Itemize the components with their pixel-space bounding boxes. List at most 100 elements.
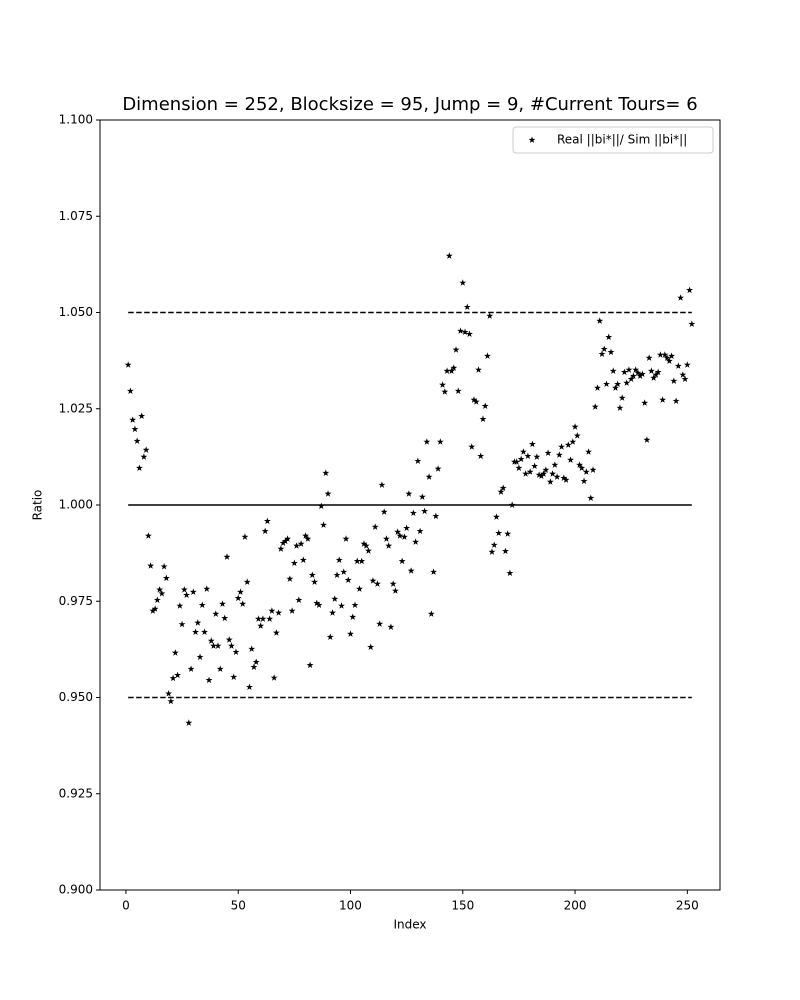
data-point (569, 438, 577, 445)
data-point (403, 524, 411, 532)
data-point (156, 586, 164, 593)
data-point (650, 374, 658, 381)
data-point (621, 368, 628, 376)
data-point (315, 601, 323, 609)
y-tick-label: 0.925 (59, 786, 93, 800)
y-tick-label: 0.975 (59, 594, 93, 608)
data-point (196, 653, 204, 660)
data-point (616, 404, 624, 411)
data-point (445, 252, 453, 259)
data-point (526, 468, 534, 475)
data-point (558, 443, 565, 450)
data-point (306, 661, 314, 669)
data-point (656, 351, 664, 358)
data-point (683, 361, 691, 368)
data-point (531, 462, 539, 470)
data-point (214, 642, 222, 649)
data-point (317, 502, 325, 510)
data-point (189, 588, 197, 595)
data-point (127, 387, 134, 394)
data-point (171, 649, 179, 656)
data-point (423, 438, 431, 445)
data-point (499, 484, 507, 491)
data-point (623, 379, 631, 386)
data-point (670, 377, 678, 384)
data-point (138, 412, 146, 419)
data-point (133, 437, 141, 444)
x-tick-label: 150 (451, 899, 474, 913)
data-point (416, 527, 424, 535)
data-point (331, 595, 339, 602)
data-point (353, 557, 361, 565)
data-point (347, 630, 354, 637)
data-point (367, 643, 375, 650)
data-point (124, 361, 132, 368)
data-point (313, 599, 321, 607)
data-point (571, 423, 579, 430)
data-point (340, 568, 348, 575)
data-point (636, 372, 644, 379)
data-point (562, 476, 570, 483)
data-point (169, 674, 177, 682)
data-point (158, 589, 166, 597)
data-point (540, 470, 548, 477)
legend-label: Real ||bi*||/ Sim ||bi*|| (557, 133, 687, 147)
data-point (481, 402, 489, 409)
data-point (654, 368, 662, 376)
data-point (607, 348, 615, 356)
data-point (479, 415, 487, 423)
data-point (661, 351, 669, 358)
data-point (432, 512, 440, 520)
data-point (439, 381, 446, 388)
data-point (252, 658, 260, 665)
data-point (387, 623, 395, 630)
data-point (279, 539, 287, 547)
data-point (290, 559, 298, 567)
data-point (153, 596, 161, 604)
data-point (506, 569, 514, 577)
data-point (383, 535, 390, 542)
data-point (502, 547, 509, 555)
data-point (448, 367, 455, 374)
data-point (549, 470, 557, 477)
data-point (344, 576, 352, 583)
data-point (284, 535, 292, 542)
data-point (371, 523, 379, 530)
data-point (255, 615, 262, 622)
data-point (326, 633, 334, 640)
data-point (365, 547, 372, 554)
data-point (618, 394, 626, 401)
data-point (221, 614, 229, 622)
data-point (263, 517, 271, 525)
data-point (596, 317, 604, 324)
data-point (504, 530, 512, 537)
chart-title: Dimension = 252, Blocksize = 95, Jump = … (122, 94, 697, 115)
data-point (378, 481, 386, 488)
data-point (672, 397, 680, 404)
data-point (425, 473, 433, 480)
data-point (241, 533, 249, 540)
x-axis-label: Index (393, 918, 426, 932)
data-point (246, 683, 253, 691)
data-point (468, 443, 476, 450)
data-point (228, 642, 235, 649)
data-point (257, 622, 265, 629)
data-point (266, 615, 274, 622)
data-point (250, 663, 258, 670)
data-point (441, 388, 449, 395)
data-point (272, 629, 280, 636)
axes-frame (99, 119, 721, 891)
data-point (192, 628, 199, 635)
data-point (270, 674, 278, 681)
data-point (643, 436, 651, 443)
data-point (237, 588, 244, 595)
data-point (338, 602, 345, 609)
data-point (582, 468, 590, 475)
data-point (261, 527, 269, 535)
data-point (587, 494, 595, 501)
data-point (466, 330, 473, 337)
data-point (659, 396, 667, 403)
data-point (207, 637, 215, 644)
